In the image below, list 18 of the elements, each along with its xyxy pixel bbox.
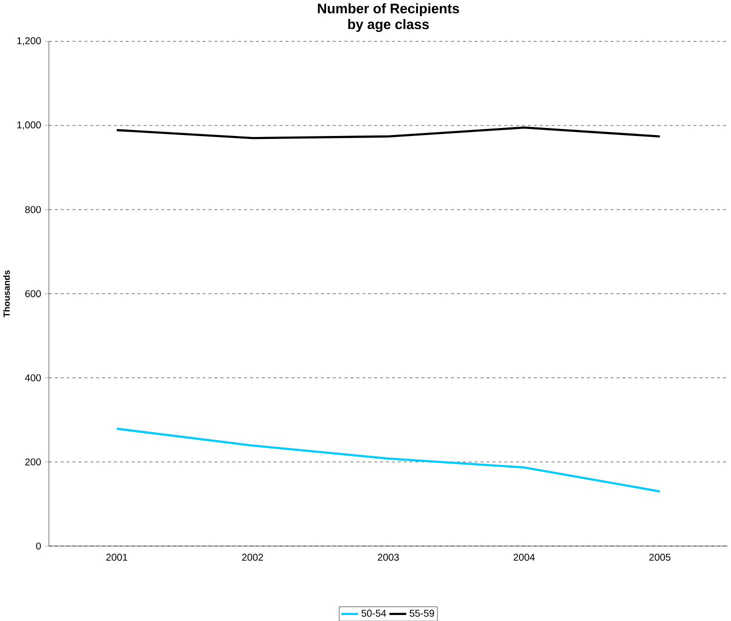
y-tick-label: 200 xyxy=(25,458,41,466)
line-series xyxy=(116,427,661,492)
line-series xyxy=(116,126,661,140)
x-tick-label: 2002 xyxy=(242,554,264,561)
chart-title: Number of Recipients by age class xyxy=(318,3,460,32)
y-tick-label: 1,000 xyxy=(17,121,41,130)
x-tick-label: 2003 xyxy=(378,554,399,561)
y-tick-label: 800 xyxy=(25,206,41,213)
y-tick-label: 400 xyxy=(25,374,41,382)
y-tick-label: 600 xyxy=(25,290,41,298)
x-tick-label: 2004 xyxy=(514,554,535,561)
y-axis-title: Thousands xyxy=(3,270,10,318)
y-tick-label: 0 xyxy=(36,542,41,550)
x-tick-label: 2005 xyxy=(649,554,670,561)
legend-label: 50-54 xyxy=(362,610,386,617)
x-tick-label: 2001 xyxy=(106,554,128,561)
legend-label: 55-59 xyxy=(410,610,434,617)
y-tick-label: 1,200 xyxy=(17,37,41,46)
